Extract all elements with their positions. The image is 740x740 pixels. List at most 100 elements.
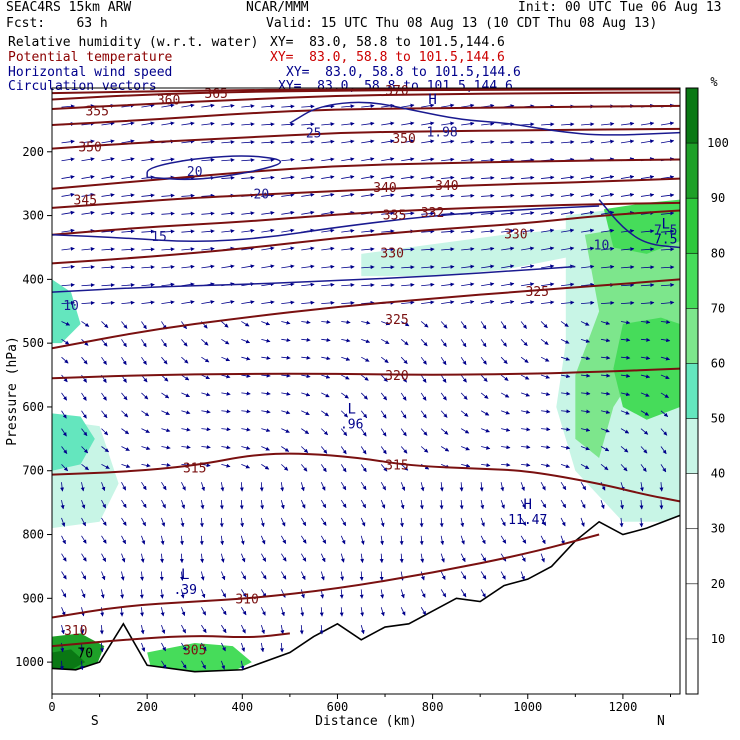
circulation-vector <box>521 463 531 467</box>
circulation-vector <box>461 446 470 451</box>
circulation-vector <box>640 247 655 252</box>
potential-temperature-contours <box>52 88 680 648</box>
circulation-vector <box>381 175 395 180</box>
circulation-vector <box>101 392 107 401</box>
circulation-vector <box>320 553 326 563</box>
circulation-vector <box>540 463 551 468</box>
x-tick-label: 1200 <box>608 700 637 714</box>
contour-label: 320 <box>385 369 408 384</box>
circulation-vector <box>461 282 475 287</box>
y-tick-label: 800 <box>22 528 44 542</box>
plot-frame <box>51 87 681 695</box>
circulation-vector <box>401 175 415 180</box>
circulation-vector <box>340 464 347 473</box>
circulation-vector <box>81 192 95 197</box>
circulation-vector <box>600 175 615 180</box>
circulation-vector <box>421 282 435 287</box>
circulation-vector <box>101 265 115 270</box>
circulation-vector <box>401 282 415 287</box>
circulation-vector <box>401 121 415 126</box>
circulation-vector <box>341 246 355 251</box>
circulation-vector <box>480 339 487 348</box>
circulation-vector <box>61 321 71 326</box>
circulation-vector <box>81 571 87 580</box>
circulation-vector <box>600 228 615 233</box>
circulation-vector <box>161 642 166 652</box>
circulation-vector <box>439 482 444 492</box>
circulation-vector <box>401 193 415 198</box>
circulation-vector <box>660 410 669 417</box>
contour-label: 10 <box>63 299 79 314</box>
circulation-vector <box>101 321 109 328</box>
y-tick-label: 300 <box>22 209 44 223</box>
circulation-vector <box>161 428 171 433</box>
circulation-vector <box>60 482 65 492</box>
circulation-vector <box>501 264 515 269</box>
circulation-vector <box>580 373 591 378</box>
circulation-vector <box>200 500 205 510</box>
circulation-vector <box>161 482 167 491</box>
circulation-vector <box>460 589 467 598</box>
circulation-vector <box>420 392 427 401</box>
circulation-vector <box>441 157 455 162</box>
theta-contour-330 <box>52 209 680 265</box>
circulation-vector <box>560 228 575 233</box>
circulation-vector <box>61 338 70 345</box>
circulation-vector <box>180 571 185 581</box>
circulation-vector <box>281 246 295 251</box>
circulation-vector <box>441 282 455 287</box>
circulation-vector <box>299 625 304 635</box>
circulation-vector <box>500 571 506 580</box>
circulation-vector <box>620 320 631 325</box>
circulation-vector <box>581 391 591 396</box>
circulation-vector <box>100 642 104 653</box>
circulation-vector <box>181 264 195 269</box>
circulation-vector <box>440 339 447 347</box>
circulation-vector <box>121 193 135 198</box>
circulation-vector <box>281 373 291 378</box>
circulation-vector <box>640 320 651 325</box>
circulation-vector <box>280 607 285 617</box>
circulation-vector <box>61 264 75 269</box>
circulation-vector <box>340 482 347 491</box>
circulation-vector <box>161 103 175 108</box>
colorbar-tick-label: 90 <box>711 191 725 205</box>
circulation-vector <box>381 229 395 234</box>
circulation-vector <box>261 193 275 198</box>
circulation-vector <box>101 193 115 198</box>
circulation-vector <box>121 265 135 270</box>
circulation-vector <box>640 337 651 342</box>
colorbar-tick-label: 60 <box>711 356 725 370</box>
circulation-vector <box>101 553 107 562</box>
circulation-vector <box>481 229 495 234</box>
circulation-vector <box>600 192 615 197</box>
circulation-vector <box>261 157 275 162</box>
circulation-vector <box>101 211 115 216</box>
circulation-vector <box>221 427 231 432</box>
colorbar-segment <box>686 88 698 144</box>
circulation-vector <box>360 482 367 491</box>
circulation-vector <box>341 121 355 126</box>
circulation-vector <box>420 607 427 616</box>
circulation-vector <box>461 463 471 468</box>
header-org: NCAR/MMM <box>246 0 309 15</box>
circulation-vector <box>61 589 67 598</box>
circulation-vector <box>121 356 127 366</box>
contour-label: 20 <box>187 165 203 180</box>
circulation-vector <box>620 247 635 252</box>
circulation-vector <box>319 625 324 635</box>
circulation-vector <box>361 283 375 288</box>
circulation-vector <box>161 374 169 382</box>
theta-contour-305 <box>52 632 290 648</box>
circulation-vector <box>339 607 344 617</box>
circulation-vector <box>161 624 166 634</box>
circulation-vector <box>460 571 467 580</box>
circulation-vector <box>119 607 124 617</box>
circulation-vector <box>199 517 204 528</box>
circulation-vector <box>521 427 531 432</box>
circulation-vector <box>360 624 365 635</box>
circulation-vector <box>201 339 209 346</box>
circulation-vector <box>181 247 195 252</box>
circulation-vector <box>600 410 611 414</box>
circulation-vector <box>580 228 595 233</box>
